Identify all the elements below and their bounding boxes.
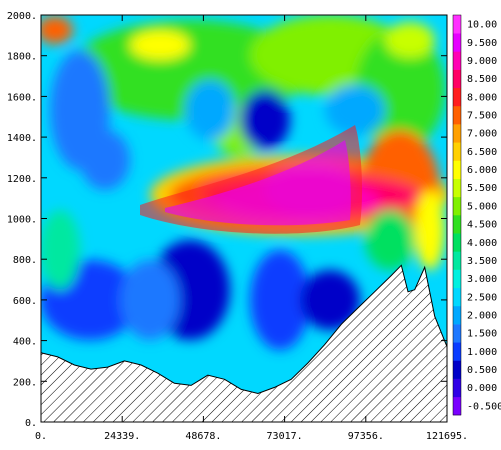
colorbar-swatch	[453, 15, 461, 34]
y-tick-label: 1200.	[7, 174, 37, 185]
colorbar-swatch	[453, 124, 461, 143]
colorbar-swatch	[453, 178, 461, 198]
colorbar-label: 2.500	[467, 292, 497, 303]
colorbar-label: 8.500	[467, 74, 497, 85]
colorbar-label: 9.500	[467, 38, 497, 49]
colorbar-swatch	[453, 287, 461, 307]
y-tick-label: 1400.	[7, 133, 37, 144]
colorbar-label: 7.500	[467, 111, 497, 122]
x-tick-label: 97356.	[348, 431, 384, 442]
colorbar-swatch	[453, 215, 461, 234]
colorbar-label: 0.000	[467, 383, 497, 394]
y-tick-label: 200.	[13, 377, 37, 388]
x-axis: 0. 24339. 48678. 73017. 97356. 121695.	[35, 15, 468, 442]
y-tick-label: 1600.	[7, 92, 37, 103]
colorbar-label: 8.000	[467, 92, 497, 103]
colorbar-swatch	[453, 33, 461, 52]
x-tick-label: 0.	[35, 431, 47, 442]
colorbar-swatch	[453, 396, 461, 416]
colorbar-swatch	[453, 160, 461, 179]
colorbar-label: -0.500	[467, 401, 501, 412]
colorbar-swatch	[453, 324, 461, 343]
colorbar-swatch	[453, 342, 461, 361]
colorbar-label: 3.500	[467, 256, 497, 267]
colorbar-label: 7.000	[467, 129, 497, 140]
colorbar-label: 9.000	[467, 56, 497, 67]
bathymetry-hatch	[40, 264, 448, 423]
colorbar-label: 4.000	[467, 238, 497, 249]
colorbar-label: 1.000	[467, 347, 497, 358]
colorbar-swatch	[453, 87, 461, 107]
y-tick-label: 0.	[25, 418, 37, 429]
y-tick-label: 1000.	[7, 215, 37, 226]
colorbar-swatch	[453, 305, 461, 325]
x-tick-label: 24339.	[104, 431, 140, 442]
colorbar-swatch	[453, 105, 461, 125]
y-tick-label: 600.	[13, 296, 37, 307]
colorbar-swatch	[453, 269, 461, 289]
colorbar-swatch	[453, 142, 461, 161]
colorbar-swatch	[453, 51, 461, 70]
colorbar-swatch	[453, 196, 461, 216]
colorbar-label: 2.000	[467, 311, 497, 322]
colorbar-label: 0.500	[467, 365, 497, 376]
colorbar-frame	[452, 14, 462, 416]
colorbar-label: 4.500	[467, 220, 497, 231]
y-tick-label: 2000.	[7, 11, 37, 22]
colorbar-label: 3.000	[467, 274, 497, 285]
colorbar-label: 6.000	[467, 165, 497, 176]
colorbar-swatch	[453, 69, 461, 89]
y-tick-label: 800.	[13, 255, 37, 266]
colorbar-label: 1.500	[467, 329, 497, 340]
colorbar-swatch	[453, 378, 461, 398]
colorbar-label: 5.500	[467, 183, 497, 194]
y-tick-label: 1800.	[7, 52, 37, 63]
colorbar-swatch	[453, 233, 461, 252]
colorbar-swatch	[453, 251, 461, 270]
colorbar-label: 6.500	[467, 147, 497, 158]
x-tick-label: 73017.	[267, 431, 303, 442]
y-axis: 0. 200. 400. 600. 800. 1000. 1200. 1400. 1600. 18…	[7, 11, 447, 429]
colorbar: -0.500 0.000 0.500 1.000 1.500 2.000 2.500 3.00…	[452, 14, 501, 416]
y-tick-label: 400.	[13, 337, 37, 348]
contour-field	[41, 15, 447, 422]
colorbar-label: 10.00	[467, 20, 497, 31]
colorbar-label: 5.000	[467, 201, 497, 212]
colorbar-swatch	[453, 360, 461, 379]
x-tick-label: 121695.	[426, 431, 468, 442]
x-tick-label: 48678.	[185, 431, 221, 442]
